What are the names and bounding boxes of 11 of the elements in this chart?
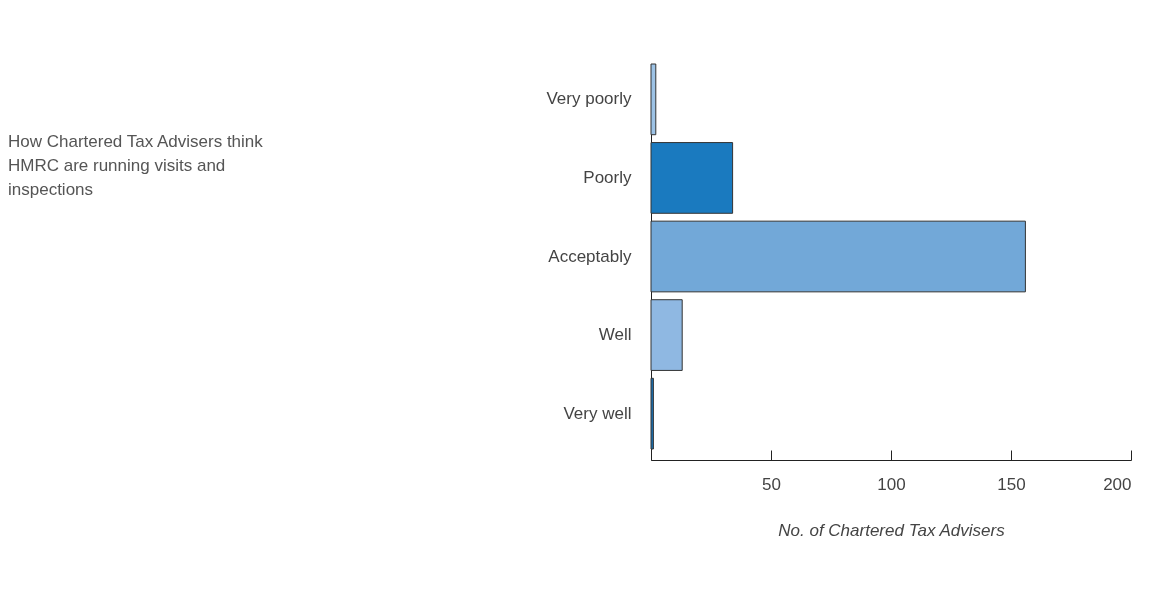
x-axis-title: No. of Chartered Tax Advisers [778,520,1006,540]
text: How Chartered Tax Advisers think HMRC are running visits and inspections [8,131,264,201]
y-tick-label: Poorly [583,167,632,187]
x-tick-label: 50 [762,474,781,494]
y-tick-label: Very well [563,403,632,423]
x-tick-label: 200 [1103,474,1132,494]
x-tick-label: 150 [997,474,1026,494]
x-tick-label: 100 [877,474,906,494]
y-tick-label: Well [598,325,632,345]
y-tick-label: Very poorly [546,89,632,109]
y-tick-label: Acceptably [548,246,632,266]
